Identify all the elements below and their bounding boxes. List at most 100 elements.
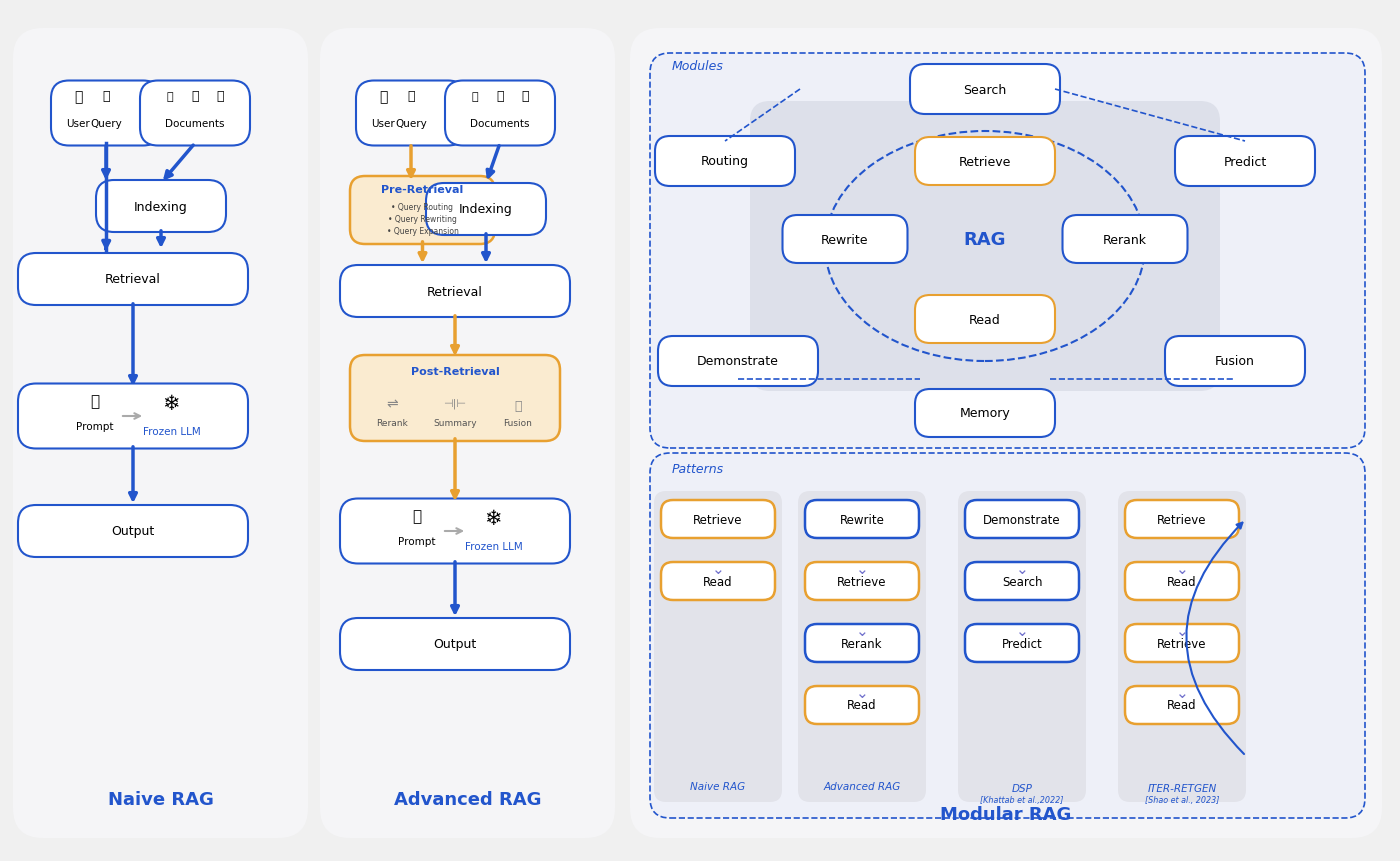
FancyBboxPatch shape: [958, 492, 1086, 802]
Text: • Query Expansion: • Query Expansion: [386, 226, 458, 235]
Text: Prompt: Prompt: [76, 422, 113, 431]
FancyBboxPatch shape: [1126, 624, 1239, 662]
Text: User: User: [371, 119, 395, 129]
Text: Indexing: Indexing: [134, 201, 188, 214]
FancyBboxPatch shape: [650, 454, 1365, 818]
Text: 📋: 📋: [102, 90, 109, 103]
FancyBboxPatch shape: [18, 254, 248, 306]
FancyBboxPatch shape: [658, 337, 818, 387]
Text: Routing: Routing: [701, 155, 749, 168]
Text: 📄: 📄: [496, 90, 504, 103]
Text: [Shao et al., 2023]: [Shao et al., 2023]: [1145, 795, 1219, 804]
Text: 📄: 📄: [192, 90, 199, 103]
Text: 🧑: 🧑: [379, 90, 388, 104]
Text: Retrieve: Retrieve: [837, 575, 886, 588]
FancyBboxPatch shape: [356, 82, 466, 146]
Text: ⌄: ⌄: [1176, 685, 1189, 700]
FancyBboxPatch shape: [661, 500, 776, 538]
FancyBboxPatch shape: [140, 82, 251, 146]
FancyBboxPatch shape: [1126, 562, 1239, 600]
Text: 📋: 📋: [407, 90, 414, 103]
FancyBboxPatch shape: [805, 686, 918, 724]
Text: Advanced RAG: Advanced RAG: [823, 781, 900, 791]
FancyBboxPatch shape: [910, 65, 1060, 115]
Text: Read: Read: [969, 313, 1001, 326]
Text: ⊣|⊢: ⊣|⊢: [444, 399, 466, 409]
FancyBboxPatch shape: [783, 216, 907, 263]
Text: • Query Routing: • Query Routing: [392, 202, 454, 211]
Text: ⌄: ⌄: [1015, 623, 1029, 638]
Text: Search: Search: [963, 84, 1007, 96]
Text: Retrieve: Retrieve: [1158, 637, 1207, 650]
Text: Rerank: Rerank: [1103, 233, 1147, 246]
Text: Query: Query: [90, 119, 122, 129]
Text: Demonstrate: Demonstrate: [697, 355, 778, 368]
FancyBboxPatch shape: [661, 562, 776, 600]
FancyBboxPatch shape: [965, 562, 1079, 600]
FancyBboxPatch shape: [1175, 137, 1315, 187]
FancyBboxPatch shape: [805, 624, 918, 662]
Text: Naive RAG: Naive RAG: [690, 781, 746, 791]
Text: ITER-RETGEN: ITER-RETGEN: [1148, 784, 1217, 793]
Text: Read: Read: [847, 698, 876, 712]
Text: Demonstrate: Demonstrate: [983, 513, 1061, 526]
Text: ⌄: ⌄: [1015, 561, 1029, 576]
FancyBboxPatch shape: [965, 500, 1079, 538]
Text: • Query Rewriting: • Query Rewriting: [388, 214, 456, 223]
FancyBboxPatch shape: [750, 102, 1219, 392]
Text: Retrieval: Retrieval: [427, 285, 483, 298]
Text: ⌄: ⌄: [855, 623, 868, 638]
Text: ⇌: ⇌: [386, 397, 398, 411]
Text: Pre-Retrieval: Pre-Retrieval: [381, 185, 463, 195]
Text: Read: Read: [1168, 575, 1197, 588]
Text: ⌄: ⌄: [1176, 561, 1189, 576]
Text: 📄: 📄: [91, 394, 99, 409]
FancyArrowPatch shape: [1186, 523, 1245, 754]
FancyBboxPatch shape: [340, 618, 570, 670]
Text: Predict: Predict: [1224, 155, 1267, 168]
FancyBboxPatch shape: [340, 499, 570, 564]
Text: ⌄: ⌄: [1176, 623, 1189, 638]
FancyBboxPatch shape: [798, 492, 925, 802]
Text: 🔗: 🔗: [472, 92, 479, 102]
Text: ⌄: ⌄: [855, 685, 868, 700]
FancyBboxPatch shape: [50, 82, 161, 146]
Text: Read: Read: [1168, 698, 1197, 712]
FancyBboxPatch shape: [1063, 216, 1187, 263]
Text: Rewrite: Rewrite: [822, 233, 869, 246]
Text: ⌄: ⌄: [711, 561, 724, 576]
FancyBboxPatch shape: [916, 389, 1056, 437]
FancyBboxPatch shape: [805, 500, 918, 538]
Text: 📚: 📚: [216, 90, 224, 103]
FancyBboxPatch shape: [630, 29, 1382, 838]
FancyBboxPatch shape: [321, 29, 615, 838]
FancyBboxPatch shape: [445, 82, 554, 146]
Text: Fusion: Fusion: [1215, 355, 1254, 368]
FancyBboxPatch shape: [654, 492, 783, 802]
FancyBboxPatch shape: [1165, 337, 1305, 387]
Text: Patterns: Patterns: [672, 463, 724, 476]
Text: Documents: Documents: [165, 119, 225, 129]
Text: Advanced RAG: Advanced RAG: [393, 790, 542, 808]
Text: Naive RAG: Naive RAG: [108, 790, 214, 808]
FancyBboxPatch shape: [916, 138, 1056, 186]
Text: Output: Output: [112, 525, 154, 538]
Text: Documents: Documents: [470, 119, 529, 129]
FancyBboxPatch shape: [97, 181, 225, 232]
Text: DSP: DSP: [1012, 784, 1032, 793]
FancyBboxPatch shape: [1126, 686, 1239, 724]
Text: 🧑: 🧑: [74, 90, 83, 104]
Text: Query: Query: [395, 119, 427, 129]
FancyBboxPatch shape: [655, 137, 795, 187]
Text: Modular RAG: Modular RAG: [941, 805, 1071, 823]
Text: 🔗: 🔗: [167, 92, 174, 102]
Text: User: User: [66, 119, 90, 129]
Text: Frozen LLM: Frozen LLM: [143, 426, 200, 437]
FancyBboxPatch shape: [18, 505, 248, 557]
Text: Post-Retrieval: Post-Retrieval: [410, 367, 500, 376]
Text: Read: Read: [703, 575, 732, 588]
Text: ❄️: ❄️: [164, 393, 181, 413]
Text: 📄: 📄: [413, 509, 421, 523]
Text: Rewrite: Rewrite: [840, 513, 885, 526]
FancyBboxPatch shape: [1119, 492, 1246, 802]
